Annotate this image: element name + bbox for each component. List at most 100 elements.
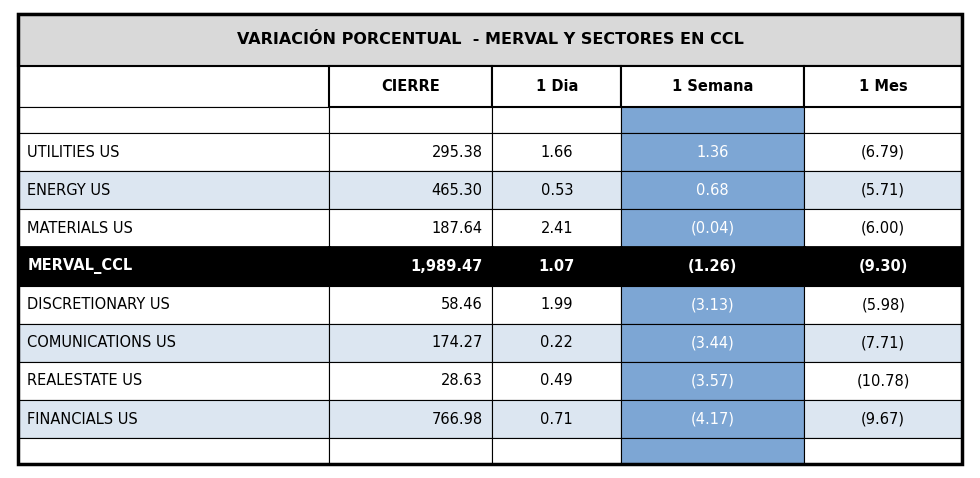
- Bar: [493, 65, 621, 108]
- Text: 766.98: 766.98: [431, 412, 483, 426]
- Bar: [329, 65, 493, 108]
- Bar: [18, 285, 329, 324]
- Bar: [493, 285, 621, 324]
- Bar: [493, 108, 621, 133]
- Text: 1,989.47: 1,989.47: [411, 259, 483, 274]
- Text: UTILITIES US: UTILITIES US: [27, 144, 120, 160]
- Bar: [493, 362, 621, 400]
- Text: (3.44): (3.44): [691, 335, 734, 350]
- Text: CIERRE: CIERRE: [381, 79, 440, 94]
- Bar: [18, 248, 329, 285]
- Text: MERVAL_CCL: MERVAL_CCL: [27, 259, 132, 274]
- Bar: [18, 133, 329, 171]
- Bar: [804, 438, 962, 464]
- Text: (7.71): (7.71): [861, 335, 906, 350]
- Text: MATERIALS US: MATERIALS US: [27, 221, 133, 236]
- Text: 0.53: 0.53: [541, 183, 573, 198]
- Text: DISCRETIONARY US: DISCRETIONARY US: [27, 297, 171, 312]
- Text: (6.00): (6.00): [861, 221, 906, 236]
- Bar: [493, 324, 621, 362]
- Bar: [804, 285, 962, 324]
- Text: 1.66: 1.66: [541, 144, 573, 160]
- Text: 1.07: 1.07: [539, 259, 575, 274]
- Bar: [329, 209, 493, 248]
- Bar: [804, 171, 962, 209]
- Text: FINANCIALS US: FINANCIALS US: [27, 412, 138, 426]
- Bar: [621, 133, 804, 171]
- Bar: [804, 248, 962, 285]
- Text: 1.99: 1.99: [541, 297, 573, 312]
- Text: 174.27: 174.27: [431, 335, 483, 350]
- Bar: [329, 285, 493, 324]
- Text: 295.38: 295.38: [431, 144, 483, 160]
- Bar: [329, 400, 493, 438]
- Bar: [18, 324, 329, 362]
- Text: 0.22: 0.22: [540, 335, 573, 350]
- Text: COMUNICATIONS US: COMUNICATIONS US: [27, 335, 176, 350]
- Bar: [18, 14, 962, 65]
- Bar: [804, 362, 962, 400]
- Bar: [621, 324, 804, 362]
- Bar: [621, 108, 804, 133]
- Text: (5.71): (5.71): [861, 183, 906, 198]
- Text: 0.71: 0.71: [540, 412, 573, 426]
- Bar: [329, 324, 493, 362]
- Text: 1 Semana: 1 Semana: [672, 79, 754, 94]
- Text: 465.30: 465.30: [431, 183, 483, 198]
- Bar: [621, 248, 804, 285]
- Text: (6.79): (6.79): [861, 144, 906, 160]
- Bar: [621, 400, 804, 438]
- Text: 1.36: 1.36: [697, 144, 729, 160]
- Bar: [804, 108, 962, 133]
- Bar: [804, 65, 962, 108]
- Bar: [804, 400, 962, 438]
- Bar: [493, 133, 621, 171]
- Bar: [329, 133, 493, 171]
- Text: (4.17): (4.17): [691, 412, 735, 426]
- Bar: [18, 209, 329, 248]
- Bar: [621, 438, 804, 464]
- Bar: [329, 171, 493, 209]
- Text: (9.67): (9.67): [861, 412, 906, 426]
- Text: 0.68: 0.68: [696, 183, 729, 198]
- Bar: [804, 324, 962, 362]
- Bar: [493, 171, 621, 209]
- Text: 1 Dia: 1 Dia: [536, 79, 578, 94]
- Bar: [493, 400, 621, 438]
- Bar: [493, 248, 621, 285]
- Text: (0.04): (0.04): [691, 221, 735, 236]
- Text: (1.26): (1.26): [688, 259, 737, 274]
- Text: 1 Mes: 1 Mes: [858, 79, 907, 94]
- Bar: [621, 285, 804, 324]
- Text: 2.41: 2.41: [540, 221, 573, 236]
- Bar: [329, 362, 493, 400]
- Bar: [493, 438, 621, 464]
- Bar: [18, 362, 329, 400]
- Bar: [329, 438, 493, 464]
- Bar: [18, 171, 329, 209]
- Bar: [621, 65, 804, 108]
- Text: (10.78): (10.78): [857, 373, 909, 388]
- Text: (5.98): (5.98): [861, 297, 906, 312]
- Text: 187.64: 187.64: [431, 221, 483, 236]
- Bar: [18, 400, 329, 438]
- Bar: [18, 438, 329, 464]
- Bar: [18, 65, 329, 108]
- Text: REALESTATE US: REALESTATE US: [27, 373, 143, 388]
- Text: VARIACIÓN PORCENTUAL  - MERVAL Y SECTORES EN CCL: VARIACIÓN PORCENTUAL - MERVAL Y SECTORES…: [236, 33, 744, 47]
- Bar: [804, 133, 962, 171]
- Text: 58.46: 58.46: [441, 297, 483, 312]
- Text: (3.57): (3.57): [691, 373, 735, 388]
- Bar: [621, 362, 804, 400]
- Text: 28.63: 28.63: [441, 373, 483, 388]
- Bar: [804, 209, 962, 248]
- Text: 0.49: 0.49: [540, 373, 573, 388]
- Bar: [329, 108, 493, 133]
- Text: ENERGY US: ENERGY US: [27, 183, 111, 198]
- Text: (3.13): (3.13): [691, 297, 734, 312]
- Text: (9.30): (9.30): [858, 259, 907, 274]
- Bar: [621, 209, 804, 248]
- Bar: [18, 108, 329, 133]
- Bar: [329, 248, 493, 285]
- Bar: [621, 171, 804, 209]
